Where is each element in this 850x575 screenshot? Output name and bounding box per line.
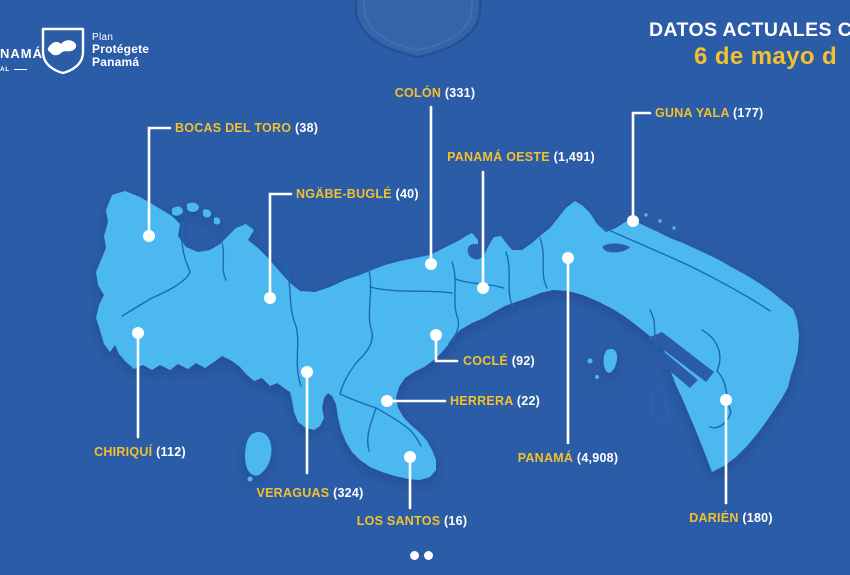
label-panama: PANAMÁ (4,908) [517,451,619,465]
label-veraguas: VERAGUAS (324) [256,486,364,500]
marker-bocas-del-toro [143,230,155,242]
partner-logo-cropped: NAMÁ AL [0,46,43,74]
label-panama-oeste: PANAMÁ OESTE (1,491) [447,150,595,164]
label-darien: DARIÉN (180) [689,511,773,525]
marker-cocle [430,329,442,341]
carousel-pagination [410,551,433,560]
pearl-islet-1 [587,358,593,364]
label-chiriqui: CHIRIQUÍ (112) [94,445,186,459]
sanblas-islet-2 [658,219,662,223]
sanblas-islet-1 [644,213,648,217]
coiba-island [245,432,272,476]
mainland [96,191,799,480]
page-title: DATOS ACTUALES C [649,19,850,41]
logo-line-protegete: Protégete [92,42,150,56]
sanblas-islet-3 [672,226,676,230]
marker-panama-oeste [477,282,489,294]
pagination-dot-1[interactable] [410,551,419,560]
label-bocas-del-toro: BOCAS DEL TORO (38) [175,121,319,135]
connector-ngabe-bugle [268,192,293,295]
label-colon: COLÓN (331) [394,86,476,100]
partner-logo-subtext: AL [0,66,10,73]
marker-darien [720,394,732,406]
label-cocle: COCLÉ (92) [463,354,535,368]
small-island [247,476,253,482]
pearl-islet-2 [595,375,599,379]
label-connectors [136,105,728,510]
label-herrera: HERRERA (22) [450,394,541,408]
marker-chiriqui [132,327,144,339]
watermark-shield-icon [354,0,482,59]
page-date: 6 de mayo d [694,43,838,70]
pagination-dot-2[interactable] [424,551,433,560]
partner-logo-text: NAMÁ [0,46,43,61]
marker-veraguas [301,366,313,378]
marker-panama [562,252,574,264]
province-markers [132,215,732,463]
gatun-lake [467,243,485,260]
marker-los-santos [404,451,416,463]
marker-herrera [381,395,393,407]
marker-ngabe-bugle [264,292,276,304]
partner-logo-dash [13,68,27,71]
shield-icon [41,27,85,75]
plan-protegete-logo-text: Plan Protégete Panamá [92,32,149,68]
connector-cocle [434,339,459,363]
san-miguel-gulf-inlet-1 [648,332,714,382]
province-borders [121,221,771,452]
connector-guna-yala [631,111,652,217]
connector-bocas-del-toro [147,126,172,233]
pearl-islands [603,349,618,373]
bayano-lake [602,243,630,253]
label-ngabe-bugle: NGÄBE-BUGLÉ (40) [296,187,419,201]
label-los-santos: LOS SANTOS (16) [356,514,468,528]
marker-colon [425,258,437,270]
garachine-bay [627,362,668,441]
land-group [96,191,799,482]
san-miguel-gulf-inlet-2 [652,350,698,388]
plan-protegete-logo [41,27,85,75]
logo-line-panama: Panamá [92,54,140,69]
label-guna-yala: GUNA YALA (177) [655,106,764,120]
logo-line-plan: Plan [92,32,114,43]
marker-guna-yala [627,215,639,227]
bocas-islands [172,202,221,225]
